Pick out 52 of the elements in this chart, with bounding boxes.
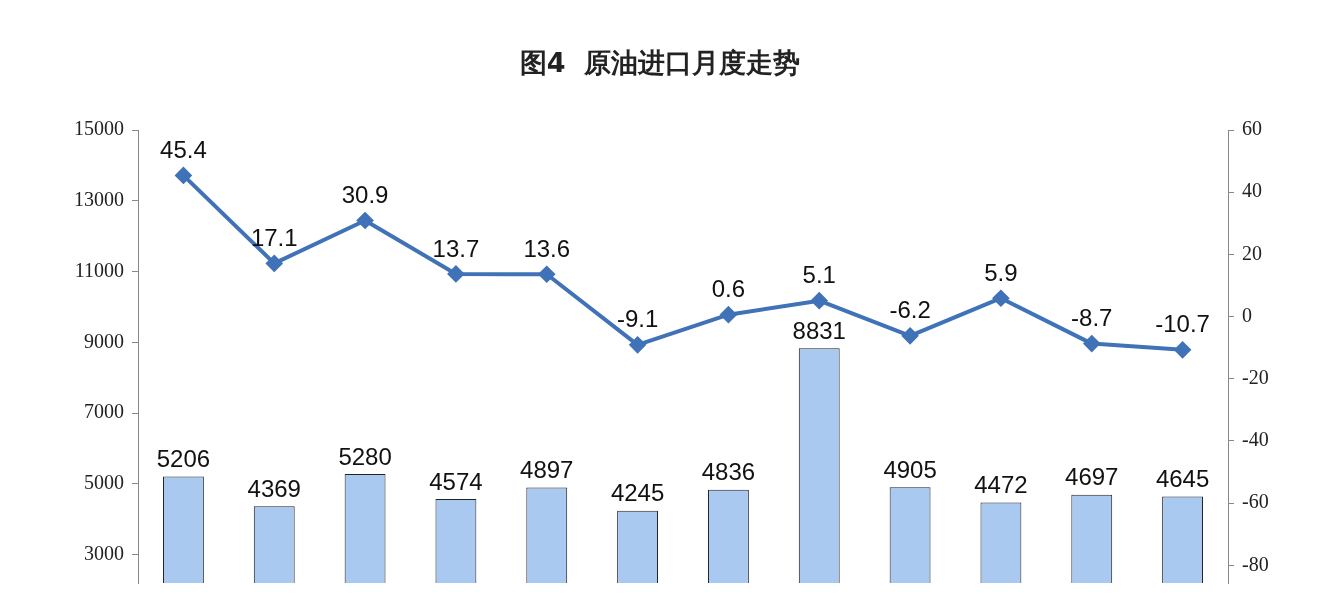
point bbox=[902, 327, 919, 344]
y2-tick-label: 40 bbox=[1242, 179, 1262, 202]
y-tick-label: 7000 bbox=[84, 400, 124, 423]
data-label: 4905 bbox=[883, 455, 937, 483]
data-label: 0.6 bbox=[711, 275, 746, 303]
point bbox=[538, 266, 555, 283]
point bbox=[720, 306, 737, 323]
point bbox=[447, 265, 464, 282]
data-label: 4897 bbox=[520, 456, 574, 484]
chart-title: 图4 原油进口月度走势 bbox=[519, 47, 801, 79]
point bbox=[266, 255, 283, 272]
data-label: 30.9 bbox=[341, 181, 389, 209]
data-label: 13.7 bbox=[432, 234, 480, 262]
point bbox=[175, 167, 192, 184]
data-label: -8.7 bbox=[1071, 304, 1113, 332]
data-label: 5280 bbox=[338, 442, 392, 470]
y-tick-label: 11000 bbox=[74, 258, 124, 281]
y2-tick-label: -80 bbox=[1242, 552, 1269, 575]
y2-tick-label: 20 bbox=[1242, 241, 1262, 264]
data-label: 8831 bbox=[792, 316, 846, 344]
data-label: 4836 bbox=[701, 458, 756, 486]
y2-tick-label: -40 bbox=[1242, 428, 1269, 451]
data-label: 4645 bbox=[1155, 465, 1210, 493]
y-tick-label: 9000 bbox=[84, 329, 124, 352]
data-label: 4245 bbox=[610, 479, 665, 507]
data-label: 5206 bbox=[156, 445, 211, 473]
data-label: 5.1 bbox=[802, 261, 836, 289]
y2-tick-label: 0 bbox=[1242, 303, 1252, 326]
y2-tick-label: -60 bbox=[1242, 490, 1269, 513]
data-label: -9.1 bbox=[616, 305, 659, 333]
data-label: 17.1 bbox=[250, 224, 298, 252]
data-label: 4369 bbox=[247, 474, 301, 502]
point bbox=[629, 336, 646, 353]
data-label: -6.2 bbox=[889, 296, 931, 324]
y-tick-label: 3000 bbox=[84, 541, 124, 564]
data-label: 45.4 bbox=[160, 136, 207, 164]
data-label: -10.7 bbox=[1155, 310, 1210, 338]
y2-tick-label: 60 bbox=[1242, 117, 1262, 140]
data-label: 4574 bbox=[429, 467, 483, 495]
point bbox=[992, 290, 1009, 307]
point bbox=[811, 292, 828, 309]
y-tick-label: 13000 bbox=[74, 188, 124, 211]
y2-tick-label: -20 bbox=[1242, 365, 1269, 388]
y-tick-label: 15000 bbox=[74, 117, 124, 140]
y-tick-label: 5000 bbox=[84, 471, 124, 494]
data-label: 4472 bbox=[974, 471, 1028, 499]
point bbox=[357, 212, 374, 229]
data-label: 5.9 bbox=[984, 258, 1018, 286]
data-label: 4697 bbox=[1065, 463, 1119, 491]
data-label: 13.6 bbox=[523, 234, 571, 262]
point bbox=[1174, 341, 1191, 358]
point bbox=[1083, 335, 1100, 352]
